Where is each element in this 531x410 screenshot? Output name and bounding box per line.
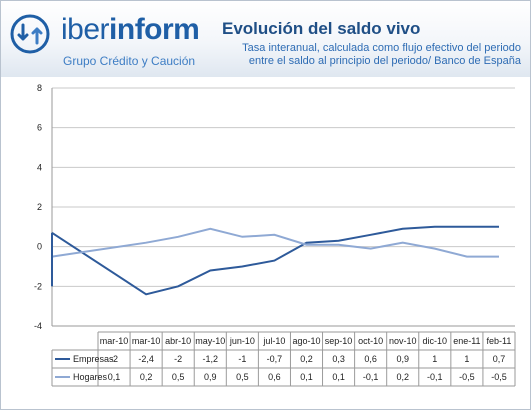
data-label: 0,3	[332, 354, 345, 364]
series-line-hogares	[51, 227, 499, 258]
y-tick-label: 2	[37, 202, 42, 212]
y-tick-label: -2	[34, 281, 42, 291]
data-label: -2,4	[138, 354, 154, 364]
x-tick-label: nov-10	[389, 336, 417, 346]
data-label: -0,5	[491, 372, 507, 382]
data-label: -0,1	[427, 372, 443, 382]
x-tick-label: jun-10	[229, 336, 255, 346]
x-tick-label: oct-10	[358, 336, 383, 346]
data-label: -0,1	[363, 372, 379, 382]
data-label: -0,5	[459, 372, 475, 382]
y-tick-label: -4	[34, 321, 42, 331]
x-tick-label: sep-10	[325, 336, 353, 346]
data-label: 0,5	[236, 372, 249, 382]
chart-subtitle: Tasa interanual, calculada como flujo ef…	[242, 42, 521, 67]
data-label: 0,9	[396, 354, 409, 364]
iberinform-logo-icon	[10, 14, 50, 54]
brand-name-part1: iber	[61, 13, 110, 46]
data-label: 0,5	[172, 372, 185, 382]
legend-label-hogares: Hogares	[73, 372, 108, 382]
brand-name-part2: inform	[109, 13, 200, 46]
brand-name: iberinform	[61, 13, 200, 46]
data-label: 0,9	[204, 372, 217, 382]
y-tick-label: 4	[37, 162, 42, 172]
chart-title: Evolución del saldo vivo	[222, 19, 421, 38]
x-tick-label: abr-10	[165, 336, 191, 346]
data-label: -2	[174, 354, 182, 364]
x-tick-label: jul-10	[262, 336, 285, 346]
data-label: 0,7	[493, 354, 506, 364]
x-tick-label: mar-10	[132, 336, 161, 346]
data-label: 0,1	[300, 372, 313, 382]
legend-label-empresas: Empresas	[73, 354, 114, 364]
header: iberinform Grupo Crédito y Caución Evolu…	[1, 1, 530, 77]
series-line-empresas	[51, 225, 499, 296]
y-tick-label: 8	[37, 83, 42, 93]
x-tick-label: may-10	[195, 336, 225, 346]
data-label: 1	[432, 354, 437, 364]
data-label: -1,2	[203, 354, 219, 364]
x-tick-label: mar-10	[100, 336, 129, 346]
x-tick-label: dic-10	[423, 336, 448, 346]
x-tick-label: ene-11	[453, 336, 480, 346]
data-label: -1	[238, 354, 246, 364]
data-label: 0,6	[268, 372, 281, 382]
data-label: 0,2	[140, 372, 153, 382]
data-label: -2	[110, 354, 118, 364]
data-label: -0,7	[267, 354, 283, 364]
y-tick-label: 6	[37, 123, 42, 133]
brand-tagline: Grupo Crédito y Caución	[63, 54, 196, 68]
x-tick-label: ago-10	[292, 336, 320, 346]
data-label: 0,2	[300, 354, 313, 364]
x-tick-label: feb-11	[487, 336, 512, 346]
data-label: 0,2	[396, 372, 409, 382]
data-label: 0,1	[108, 372, 121, 382]
data-label: 0,6	[364, 354, 377, 364]
data-label: 0,1	[332, 372, 345, 382]
data-label: 1	[464, 354, 469, 364]
y-tick-label: 0	[37, 242, 42, 252]
